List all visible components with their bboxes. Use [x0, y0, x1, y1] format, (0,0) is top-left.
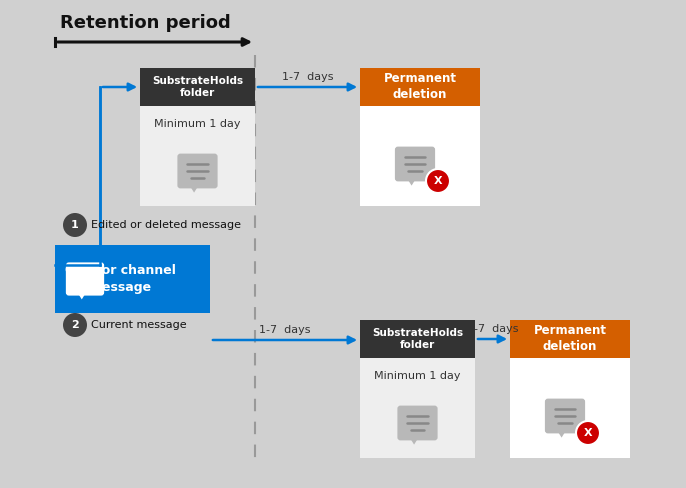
- FancyBboxPatch shape: [360, 68, 480, 106]
- Polygon shape: [557, 430, 566, 438]
- Text: Minimum 1 day: Minimum 1 day: [154, 119, 241, 129]
- Text: SubstrateHolds
folder: SubstrateHolds folder: [372, 328, 463, 350]
- Text: Retention period: Retention period: [60, 14, 230, 32]
- FancyBboxPatch shape: [140, 68, 255, 106]
- FancyBboxPatch shape: [55, 245, 210, 313]
- Polygon shape: [410, 437, 418, 445]
- Text: 1: 1: [71, 220, 79, 230]
- Polygon shape: [78, 293, 86, 300]
- Text: Chat or channel
message: Chat or channel message: [64, 264, 176, 293]
- FancyBboxPatch shape: [360, 106, 480, 206]
- Polygon shape: [189, 185, 198, 193]
- Circle shape: [576, 421, 600, 445]
- Text: 1-7  days: 1-7 days: [282, 72, 333, 82]
- Text: 1-7  days: 1-7 days: [259, 325, 311, 335]
- FancyBboxPatch shape: [397, 406, 438, 440]
- Text: Permanent
deletion: Permanent deletion: [383, 73, 456, 102]
- FancyBboxPatch shape: [178, 154, 217, 188]
- FancyBboxPatch shape: [360, 358, 475, 458]
- Circle shape: [426, 169, 450, 193]
- FancyBboxPatch shape: [510, 320, 630, 358]
- FancyBboxPatch shape: [545, 399, 585, 433]
- Text: Edited or deleted message: Edited or deleted message: [91, 220, 241, 230]
- FancyBboxPatch shape: [66, 263, 104, 296]
- FancyBboxPatch shape: [360, 320, 475, 358]
- Text: X: X: [584, 428, 592, 438]
- Text: Current message: Current message: [91, 320, 187, 330]
- Text: SubstrateHolds
folder: SubstrateHolds folder: [152, 76, 243, 98]
- FancyBboxPatch shape: [140, 106, 255, 206]
- Text: Minimum 1 day: Minimum 1 day: [375, 371, 461, 381]
- FancyBboxPatch shape: [510, 358, 630, 458]
- Circle shape: [63, 213, 87, 237]
- Text: Permanent
deletion: Permanent deletion: [534, 325, 606, 353]
- Text: 2: 2: [71, 320, 79, 330]
- Text: X: X: [434, 176, 442, 186]
- Text: 1-7  days: 1-7 days: [466, 324, 518, 334]
- FancyBboxPatch shape: [395, 146, 435, 182]
- Polygon shape: [407, 179, 416, 185]
- Circle shape: [63, 313, 87, 337]
